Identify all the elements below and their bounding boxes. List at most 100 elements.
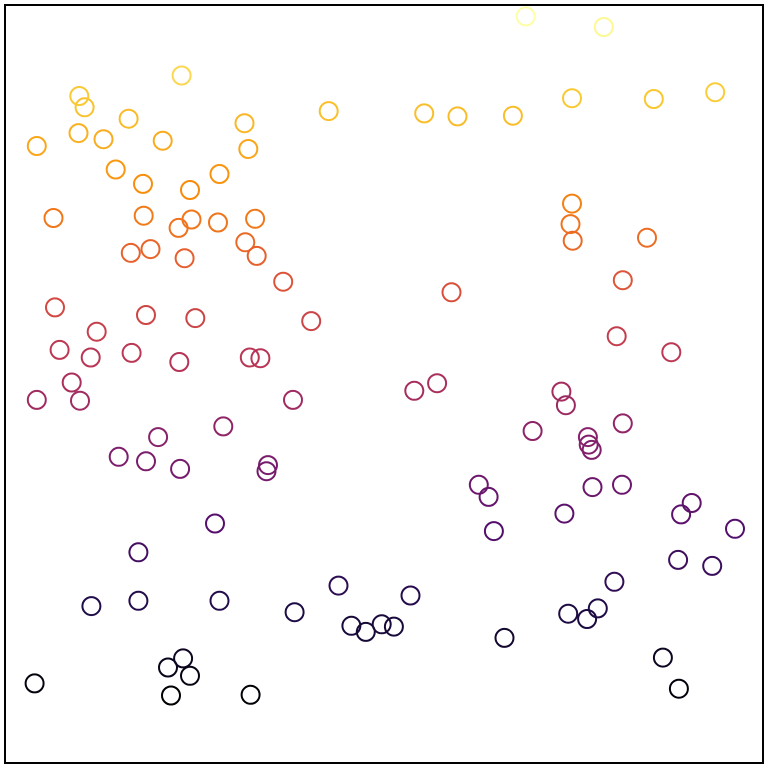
data-point	[447, 106, 468, 127]
data-point	[93, 129, 114, 150]
data-point	[181, 209, 202, 230]
data-point	[148, 427, 169, 448]
data-point	[318, 101, 339, 122]
data-point	[45, 297, 65, 318]
data-point	[705, 82, 726, 103]
data-point	[725, 518, 745, 539]
data-point	[209, 164, 230, 184]
data-point	[234, 113, 255, 134]
data-point	[283, 389, 303, 410]
data-point	[328, 575, 349, 596]
data-point	[668, 678, 689, 699]
data-point	[26, 389, 47, 410]
data-point	[168, 217, 189, 238]
data-point	[404, 380, 425, 401]
data-point	[180, 180, 200, 200]
data-point	[169, 352, 190, 372]
data-point	[284, 602, 305, 623]
data-point	[562, 230, 583, 251]
data-point	[240, 684, 261, 705]
plot-frame	[4, 4, 764, 764]
data-point	[80, 347, 101, 368]
data-point	[170, 458, 191, 479]
data-point	[671, 504, 692, 525]
data-point	[562, 88, 582, 109]
data-point	[43, 208, 64, 228]
data-point	[577, 427, 598, 448]
data-point	[555, 395, 576, 416]
data-point	[612, 413, 633, 434]
data-point	[581, 439, 602, 460]
data-point	[494, 627, 515, 648]
data-point	[121, 342, 142, 363]
data-point	[587, 598, 608, 619]
data-point	[301, 311, 322, 332]
data-point	[577, 609, 598, 629]
data-point	[246, 245, 267, 266]
data-point	[637, 227, 657, 248]
data-point	[235, 232, 256, 253]
data-point	[185, 308, 206, 329]
data-point	[238, 139, 259, 159]
data-point	[661, 342, 682, 363]
data-point	[133, 205, 154, 226]
data-point	[171, 65, 192, 86]
data-point	[136, 451, 156, 472]
data-point	[173, 648, 194, 669]
data-point	[68, 123, 89, 144]
data-point	[26, 136, 47, 156]
data-point	[105, 159, 126, 180]
data-point	[668, 549, 689, 570]
data-point	[551, 381, 572, 402]
data-point	[213, 416, 234, 437]
data-point	[483, 521, 504, 542]
data-point	[174, 248, 195, 269]
data-point	[558, 603, 579, 624]
data-point	[128, 590, 149, 611]
data-point	[371, 614, 392, 635]
data-point	[681, 493, 702, 513]
data-point	[427, 373, 448, 394]
data-point	[239, 347, 260, 368]
data-point	[478, 486, 499, 507]
data-point	[49, 339, 70, 360]
data-point	[612, 474, 632, 495]
data-point	[702, 555, 723, 576]
data-point	[273, 271, 294, 292]
data-point	[209, 590, 230, 611]
data-point	[158, 657, 178, 678]
data-point	[61, 372, 82, 393]
data-point	[208, 212, 228, 233]
data-point	[136, 305, 156, 325]
data-point	[161, 685, 181, 706]
data-point	[70, 390, 90, 411]
data-point	[515, 6, 536, 27]
data-point	[69, 86, 90, 106]
data-point	[414, 103, 435, 124]
data-point	[560, 214, 581, 235]
data-point	[441, 282, 462, 303]
data-point	[383, 616, 404, 637]
data-point	[180, 665, 200, 686]
data-point	[133, 173, 153, 194]
data-point	[400, 585, 421, 606]
data-point	[256, 461, 277, 482]
data-point	[612, 270, 633, 291]
data-point	[250, 348, 271, 369]
data-point	[81, 596, 102, 617]
data-point	[593, 17, 614, 37]
data-point	[643, 89, 664, 109]
data-point	[502, 105, 523, 126]
data-point	[606, 326, 627, 347]
data-point	[604, 571, 625, 592]
data-point	[522, 421, 543, 441]
data-point	[468, 474, 489, 495]
data-point	[86, 321, 107, 342]
data-point	[24, 673, 45, 694]
data-point	[582, 477, 603, 498]
data-point	[108, 446, 129, 467]
data-point	[74, 97, 95, 118]
data-point	[652, 647, 673, 668]
points-layer	[24, 6, 745, 706]
